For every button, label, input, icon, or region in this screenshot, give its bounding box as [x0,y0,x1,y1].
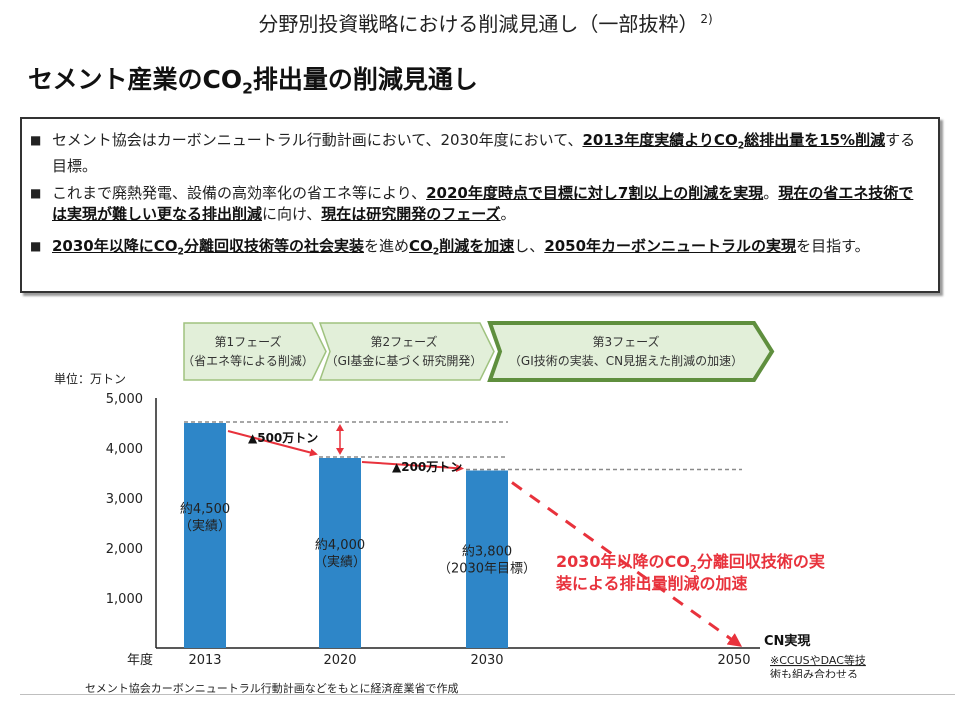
x-tick-label: 2030 [470,653,503,668]
bar-label-2030-note: （2030年目標） [438,562,536,577]
bar-2020 [319,458,361,648]
x-tick-label: 2050 [717,653,750,668]
bar-2013 [184,423,226,648]
phase-2-desc: （GI基金に基づく研究開発） [326,353,483,368]
phase-3-chevron: 第3フェーズ （GI技術の実装、CN見据えた削減の加速） [487,321,775,382]
bar-label-2020-value: 約4,000 [315,538,365,553]
arrowhead-icon [336,448,344,455]
super-title-note: 2) [700,12,713,27]
summary-box: ■ セメント協会はカーボンニュートラル行動計画において、2030年度において、2… [20,117,940,293]
phase-1-chevron: 第1フェーズ （省エネ等による削減） [182,322,327,381]
phase-1-desc: （省エネ等による削減） [182,353,314,368]
page-divider [20,694,955,695]
bar-label-2013-note: （実績） [179,518,231,534]
phase-1-title: 第1フェーズ [214,334,281,349]
phase-3-desc: （GI技術の実装、CN見据えた削減の加速） [509,353,743,368]
y-axis-ticks: 1,000 2,000 3,000 4,000 5,000 [106,392,143,607]
bullet-square-icon: ■ [30,239,42,253]
x-axis-label: 年度 [127,652,153,668]
y-tick-label: 2,000 [106,542,143,557]
summary-bullet-3: ■ 2030年以降にCO2分離回収技術等の社会実装を進めCO2削減を加速し、20… [30,237,870,258]
bar-label-2013-value: 約4,500 [180,502,230,517]
trend-arrow-2030-2050 [511,481,743,647]
arrowhead-icon [336,424,344,431]
super-title: 分野別投資戦略における削減見通し（一部抜粋） 2) [258,12,713,36]
bar-label-2030-value: 約3,800 [462,545,512,560]
source-note: セメント協会カーボンニュートラル行動計画などをもとに経済産業省で作成 [85,682,459,695]
reduction-label-500: ▲500万トン [248,431,318,445]
reduction-label-200: ▲200万トン [392,460,462,474]
y-tick-label: 1,000 [106,592,143,607]
summary-bullet-2: ■ これまで廃熱発電、設備の高効率化の省エネ等により、2020年度時点で目標に対… [30,184,914,223]
x-tick-label: 2020 [323,653,356,668]
x-tick-label: 2013 [188,653,221,668]
acceleration-annotation-line1: 2030年以降のCO2分離回収技術の実 [556,552,825,575]
bullet-square-icon: ■ [30,186,42,200]
phase-2-chevron: 第2フェーズ （GI基金に基づく研究開発） [318,322,495,381]
unit-label: 単位：万トン [54,371,126,386]
phase-3-title: 第3フェーズ [592,334,659,349]
footnote-line2: 術も組み合わせる [770,667,858,678]
y-tick-label: 4,000 [106,442,143,457]
emissions-chart: 第1フェーズ （省エネ等による削減） 第2フェーズ （GI基金に基づく研究開発）… [54,321,866,678]
cn-label: CN実現 [764,633,810,649]
bar-label-2020-note: （実績） [314,554,366,570]
y-tick-label: 3,000 [106,492,143,507]
bullet-square-icon: ■ [30,133,42,147]
bar-2030 [466,470,508,648]
y-tick-label: 5,000 [106,392,143,407]
footnote-line1: ※CCUSやDAC等技 [770,653,866,667]
trend-arrow-2013-2020 [227,430,318,457]
summary-bullet-1: ■ セメント協会はカーボンニュートラル行動計画において、2030年度において、2… [30,131,916,176]
page-title: セメント産業のCO2排出量の削減見通し [28,65,478,98]
phase-2-title: 第2フェーズ [370,334,437,349]
acceleration-annotation-line2: 装による排出量削減の加速 [555,574,748,593]
trend-arrow-2020-2030 [361,461,464,473]
